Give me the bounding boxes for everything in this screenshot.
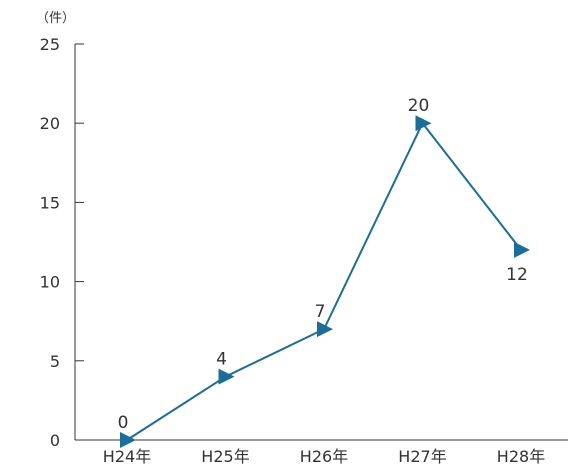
data-label: 4 [216, 350, 227, 370]
data-label: 12 [506, 265, 528, 285]
data-label: 20 [408, 96, 430, 116]
y-tick-label: 20 [40, 114, 60, 133]
y-axis-ticks: 0 5 10 15 20 25 [40, 35, 84, 450]
y-tick-label: 5 [50, 352, 60, 371]
data-labels: 0 4 7 20 12 [118, 96, 528, 433]
x-tick-label: H24年 [103, 447, 151, 466]
data-point-marker [415, 115, 432, 132]
y-axis-unit-label: （件） [36, 11, 75, 26]
y-tick-label: 25 [40, 35, 60, 54]
y-tick-label: 0 [50, 431, 60, 450]
x-tick-label: H25年 [201, 447, 249, 466]
series-line [126, 121, 522, 441]
x-tick-label: H27年 [398, 447, 446, 466]
x-tick-label: H26年 [300, 447, 348, 466]
data-markers [120, 115, 530, 448]
data-point-marker [218, 368, 235, 385]
data-label: 7 [315, 302, 326, 322]
data-point-marker [120, 432, 136, 448]
x-tick-label: H28年 [497, 447, 545, 466]
data-point-marker [514, 241, 530, 258]
x-axis-ticks: H24年 H25年 H26年 H27年 H28年 [103, 447, 545, 466]
y-tick-label: 15 [40, 193, 60, 212]
data-point-marker [317, 321, 333, 338]
data-label: 0 [118, 413, 129, 433]
y-tick-label: 10 [40, 273, 60, 292]
